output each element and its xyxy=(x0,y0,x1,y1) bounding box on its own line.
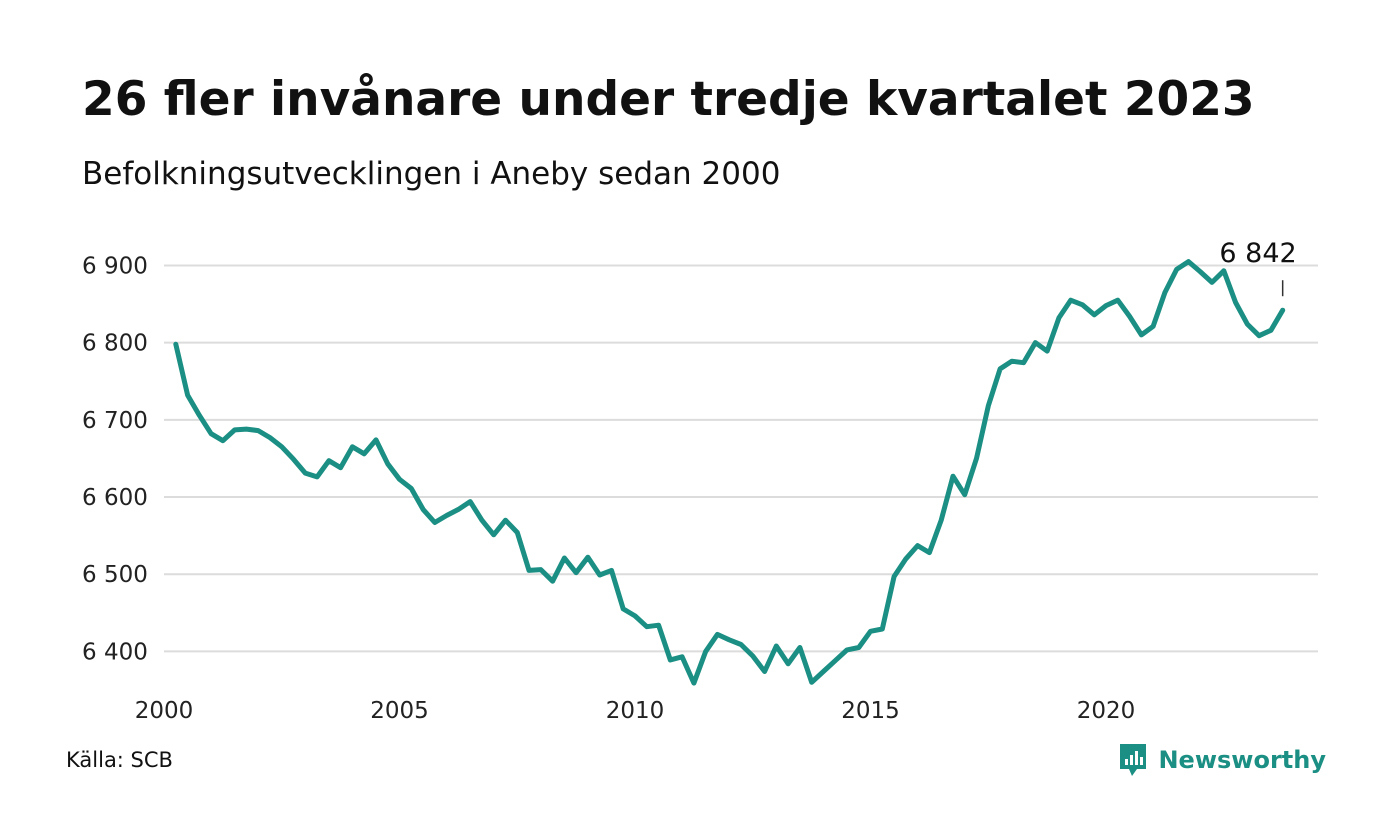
y-axis-ticks: 6 400 6 500 6 600 6 700 6 800 6 900 xyxy=(82,253,148,665)
brand-name: Newsworthy xyxy=(1158,746,1326,774)
x-tick-label: 2005 xyxy=(370,698,429,724)
x-tick-label: 2000 xyxy=(135,698,194,724)
y-tick-label: 6 900 xyxy=(82,253,148,279)
chart-subtitle: Befolkningsutvecklingen i Aneby sedan 20… xyxy=(82,156,781,192)
end-annotation: 6 842 xyxy=(1219,238,1297,297)
grid-lines xyxy=(164,264,1318,653)
y-tick-label: 6 800 xyxy=(82,331,148,357)
newsworthy-logo: Newsworthy xyxy=(1118,740,1326,780)
y-tick-label: 6 500 xyxy=(82,562,148,588)
end-value-label: 6 842 xyxy=(1219,238,1296,269)
y-tick-label: 6 400 xyxy=(82,639,148,665)
source-note: Källa: SCB xyxy=(66,748,173,772)
newsworthy-logo-icon xyxy=(1120,744,1147,776)
series-layer xyxy=(173,259,1286,686)
x-tick-label: 2010 xyxy=(606,698,665,724)
x-axis-ticks: 2000 2005 2010 2015 2020 xyxy=(135,698,1136,724)
x-tick-label: 2015 xyxy=(841,698,900,724)
x-tick-label: 2020 xyxy=(1077,698,1136,724)
y-tick-label: 6 700 xyxy=(82,408,148,434)
population-series-line xyxy=(173,259,1286,686)
chart-title: 26 fler invånare under tredje kvartalet … xyxy=(82,72,1255,127)
y-tick-label: 6 600 xyxy=(82,485,148,511)
